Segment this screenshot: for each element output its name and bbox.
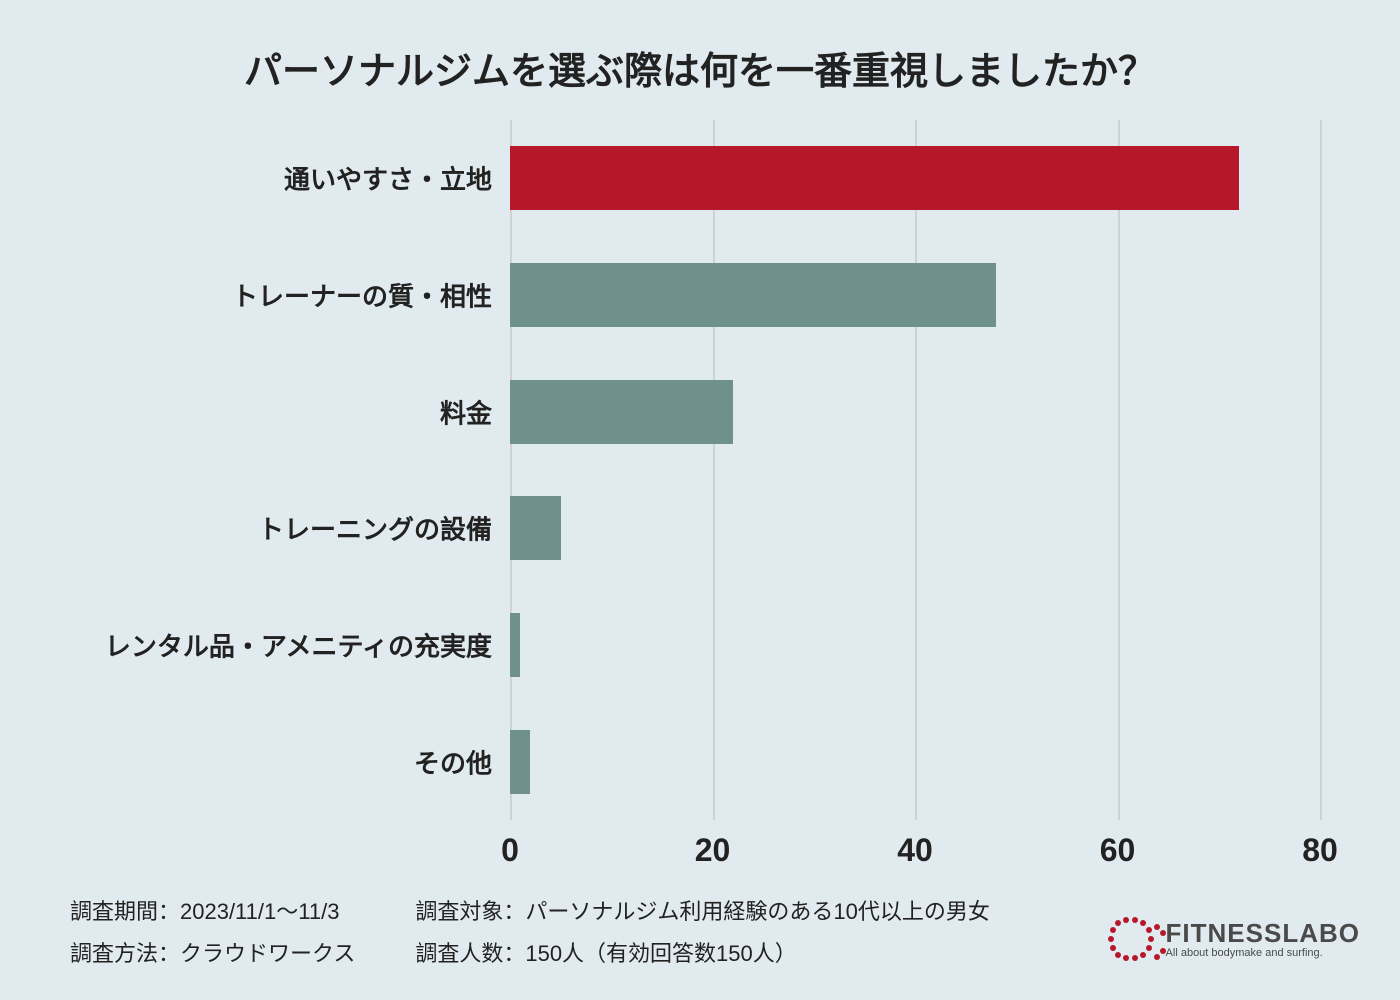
x-tick-label: 60 <box>1100 832 1136 869</box>
chart-row: トレーナーの質・相性 <box>510 263 1320 327</box>
meta-period: 調査期間：2023/11/1〜11/3 <box>70 894 355 926</box>
bar <box>510 263 996 327</box>
logo-name: FITNESSLABO <box>1166 919 1360 948</box>
meta-method: 調査方法：クラウドワークス <box>70 936 355 968</box>
y-category-label: レンタル品・アメニティの充実度 <box>105 626 492 663</box>
x-tick-label: 0 <box>501 832 519 869</box>
brand-logo: FITNESSLABO All about bodymake and surfi… <box>1106 914 1360 964</box>
x-tick-label: 80 <box>1302 832 1338 869</box>
gridline <box>1320 120 1322 820</box>
logo-mark-icon <box>1106 914 1156 964</box>
bar <box>510 146 1239 210</box>
survey-meta: 調査期間：2023/11/1〜11/3 調査方法：クラウドワークス 調査対象：パ… <box>70 894 990 968</box>
meta-target: 調査対象：パーソナルジム利用経験のある10代以上の男女 <box>415 894 989 926</box>
chart-row: レンタル品・アメニティの充実度 <box>510 613 1320 677</box>
bar <box>510 496 561 560</box>
chart-row: トレーニングの設備 <box>510 496 1320 560</box>
chart-row: 料金 <box>510 380 1320 444</box>
y-category-label: トレーナーの質・相性 <box>232 276 492 313</box>
gridline <box>510 120 512 820</box>
x-tick-label: 20 <box>695 832 731 869</box>
logo-tagline: All about bodymake and surfing. <box>1166 947 1360 959</box>
bar <box>510 730 530 794</box>
chart-row: 通いやすさ・立地 <box>510 146 1320 210</box>
chart-row: その他 <box>510 730 1320 794</box>
bar <box>510 613 520 677</box>
y-category-label: 通いやすさ・立地 <box>284 160 492 197</box>
gridline <box>713 120 715 820</box>
gridline <box>1118 120 1120 820</box>
x-tick-label: 40 <box>897 832 933 869</box>
bar <box>510 380 733 444</box>
y-category-label: その他 <box>414 743 492 780</box>
y-category-label: トレーニングの設備 <box>258 510 492 547</box>
meta-count: 調査人数：150人（有効回答数150人） <box>415 936 989 968</box>
page-title: パーソナルジムを選ぶ際は何を一番重視しましたか？ <box>0 40 1400 95</box>
y-category-label: 料金 <box>440 393 492 430</box>
gridline <box>915 120 917 820</box>
bar-chart: 020406080通いやすさ・立地トレーナーの質・相性料金トレーニングの設備レン… <box>0 120 1400 880</box>
